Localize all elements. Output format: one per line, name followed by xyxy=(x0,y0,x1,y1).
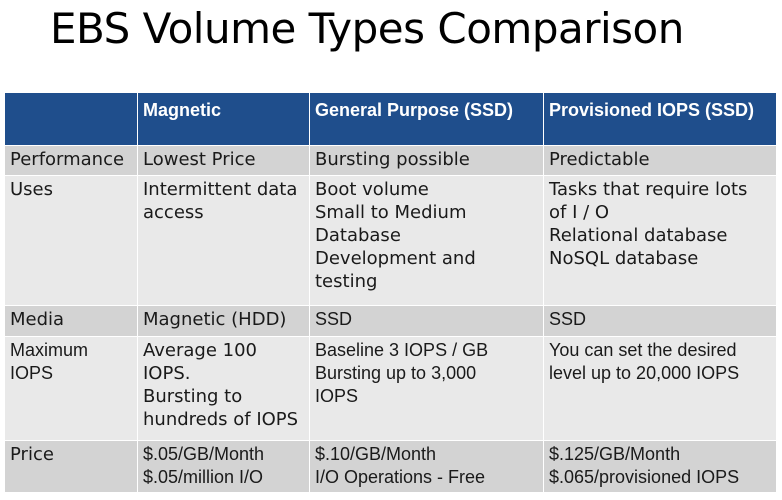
table-row-price: Price $.05/GB/Month $.05/million I/O $.1… xyxy=(4,440,777,493)
comparison-table: Magnetic General Purpose (SSD) Provision… xyxy=(4,92,777,493)
table-cell: $.125/GB/Month $.065/provisioned IOPS xyxy=(543,440,777,493)
header-row: Magnetic General Purpose (SSD) Provision… xyxy=(4,92,777,146)
header-magnetic: Magnetic xyxy=(137,92,310,146)
header-blank xyxy=(4,92,138,146)
table-cell: SSD xyxy=(543,305,777,337)
slide-title: EBS Volume Types Comparison xyxy=(50,4,684,53)
table-cell: Lowest Price xyxy=(137,145,310,176)
row-label: Price xyxy=(4,440,138,493)
table-row-uses: Uses Intermittent data access Boot volum… xyxy=(4,175,777,306)
table-row-maximum-iops: Maximum IOPS Average 100 IOPS. Bursting … xyxy=(4,336,777,441)
table-cell: You can set the desired level up to 20,0… xyxy=(543,336,777,441)
table-cell: Tasks that require lots of I / O Relatio… xyxy=(543,175,777,306)
table-cell: SSD xyxy=(309,305,544,337)
row-label: Performance xyxy=(4,145,138,176)
row-label: Maximum IOPS xyxy=(4,336,138,441)
table-cell: $.10/GB/Month I/O Operations - Free xyxy=(309,440,544,493)
table-cell: Intermittent data access xyxy=(137,175,310,306)
table-cell: $.05/GB/Month $.05/million I/O xyxy=(137,440,310,493)
table-cell: Average 100 IOPS. Bursting to hundreds o… xyxy=(137,336,310,441)
table-cell: Baseline 3 IOPS / GB Bursting up to 3,00… xyxy=(309,336,544,441)
table-cell: Boot volume Small to Medium Database Dev… xyxy=(309,175,544,306)
table-cell: Predictable xyxy=(543,145,777,176)
table-row-media: Media Magnetic (HDD) SSD SSD xyxy=(4,305,777,337)
table-row-performance: Performance Lowest Price Bursting possib… xyxy=(4,145,777,176)
header-provisioned-iops: Provisioned IOPS (SSD) xyxy=(543,92,777,146)
row-label: Media xyxy=(4,305,138,337)
table-cell: Bursting possible xyxy=(309,145,544,176)
row-label: Uses xyxy=(4,175,138,306)
table-cell: Magnetic (HDD) xyxy=(137,305,310,337)
header-general-purpose: General Purpose (SSD) xyxy=(309,92,544,146)
